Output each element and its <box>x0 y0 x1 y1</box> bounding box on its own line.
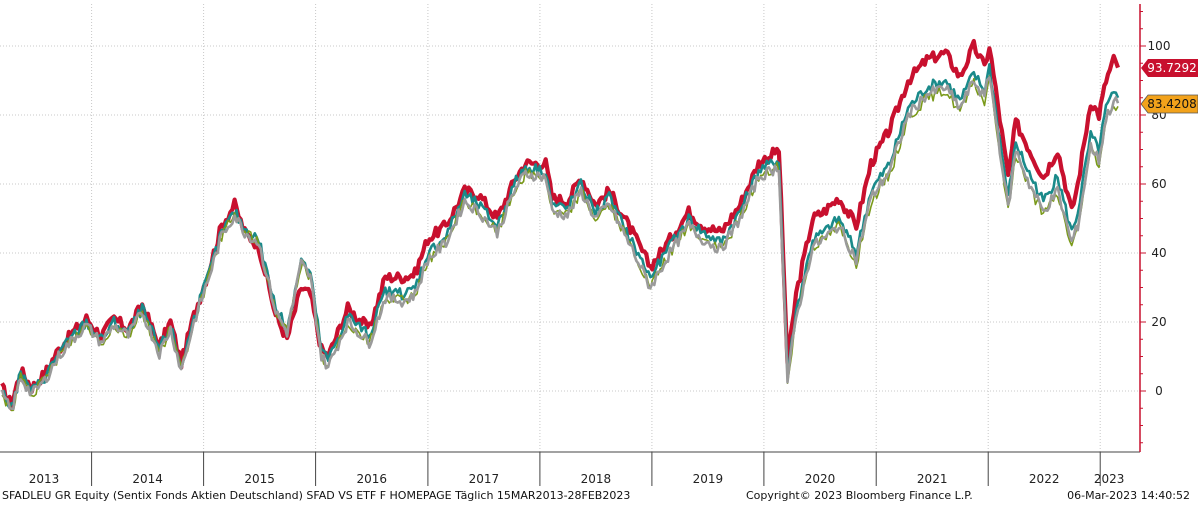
last-value-labels: 93.7292 83.4208 <box>1140 59 1198 114</box>
series-layer <box>0 38 1120 412</box>
x-tick-label: 2022 <box>1029 472 1060 486</box>
y-tick-label: 0 <box>1155 384 1163 398</box>
last-value-text: 83.4208 <box>1147 97 1197 111</box>
last-value-text: 93.7292 <box>1147 61 1197 75</box>
x-tick-label: 2021 <box>917 472 948 486</box>
x-tick-label: 2015 <box>244 472 275 486</box>
last-value-label: 83.4208 <box>1140 94 1198 114</box>
footer-description: SFADLEU GR Equity (Sentix Fonds Aktien D… <box>2 489 631 502</box>
x-tick-label: 2014 <box>132 472 163 486</box>
x-tick-label: 2016 <box>356 472 387 486</box>
footer-timestamp: 06-Mar-2023 14:40:52 <box>1067 489 1190 502</box>
last-value-label: 93.7292 <box>1141 59 1198 77</box>
x-tick-label: 2023 <box>1094 472 1125 486</box>
y-tick-label: 60 <box>1151 177 1166 191</box>
series-line-4 <box>1 75 1119 412</box>
x-tick-label: 2019 <box>693 472 724 486</box>
x-tick-label: 2017 <box>469 472 500 486</box>
x-tick-label: 2020 <box>805 472 836 486</box>
y-tick-label: 40 <box>1151 246 1166 260</box>
axes: 2013 2014 2015 2016 2017 2018 2019 2020 2021 2022… <box>0 4 1170 486</box>
last-value-badge <box>1141 59 1198 77</box>
footer-copyright: Copyright© 2023 Bloomberg Finance L.P. <box>746 489 973 502</box>
x-tick-label: 2018 <box>581 472 612 486</box>
last-value-badge <box>1140 94 1198 114</box>
x-tick-label: 2013 <box>29 472 60 486</box>
grid <box>0 4 1140 452</box>
y-tick-label: 20 <box>1151 315 1166 329</box>
y-tick-label: 100 <box>1148 39 1171 53</box>
series-line-2 <box>1 63 1120 410</box>
series-line-3 <box>0 76 1120 411</box>
